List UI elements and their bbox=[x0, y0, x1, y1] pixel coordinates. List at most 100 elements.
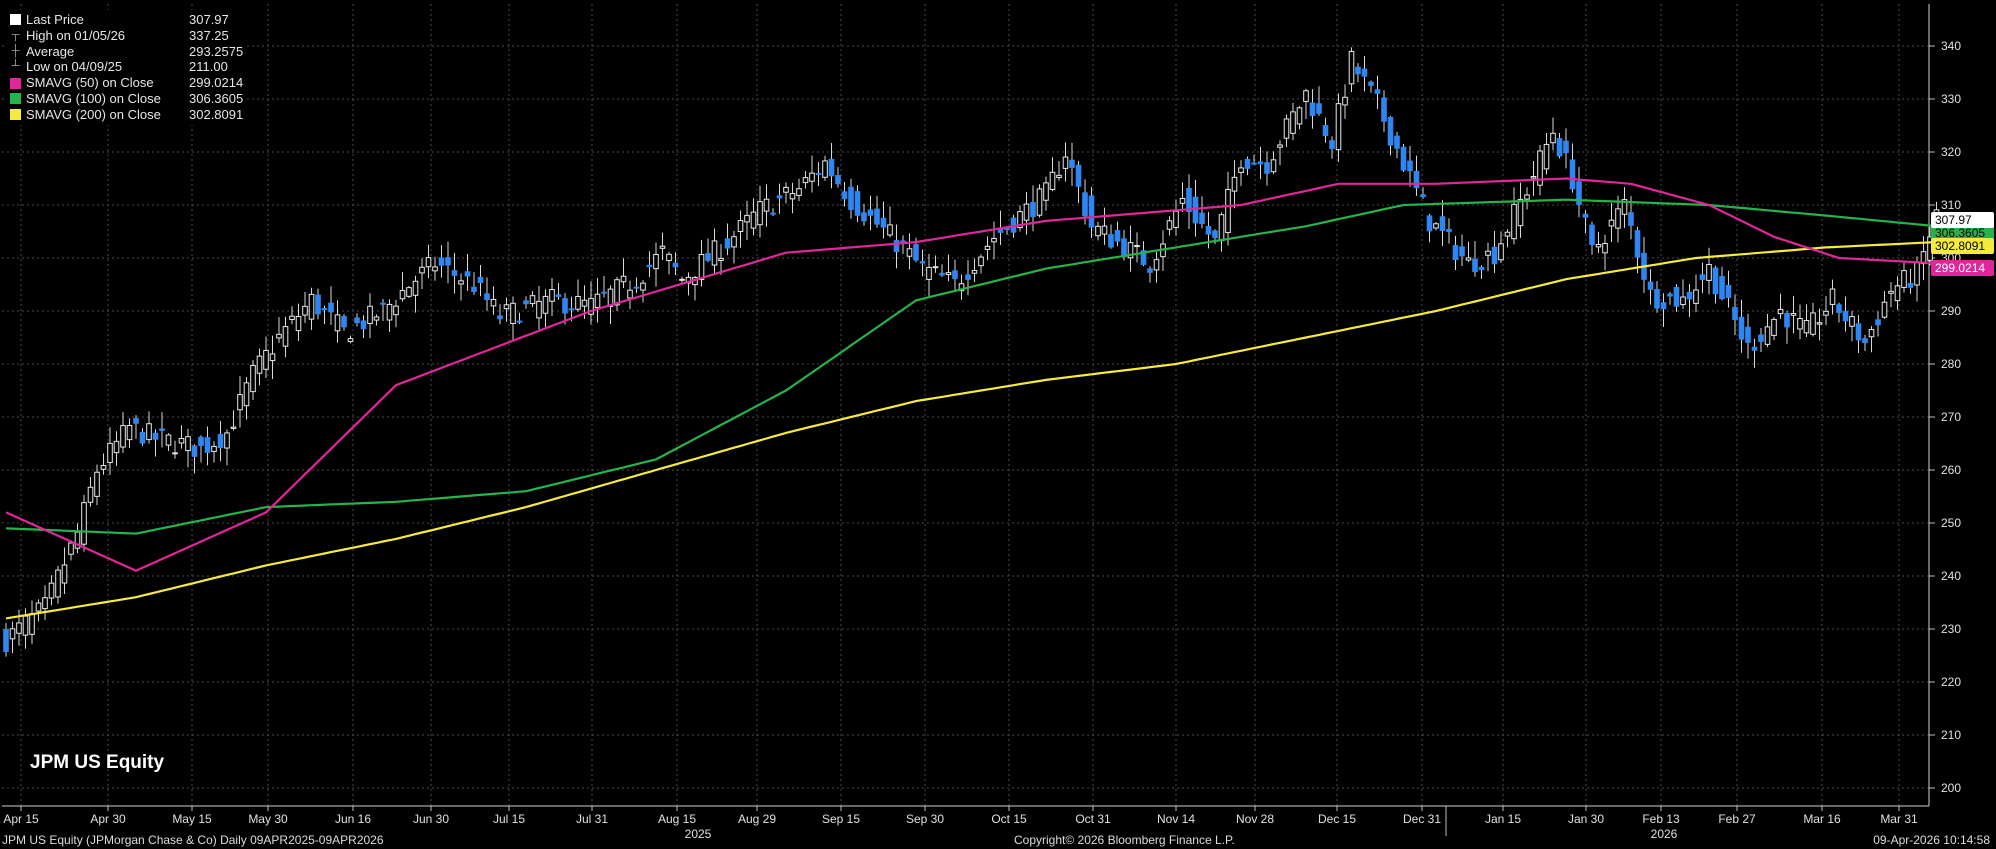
candle-down bbox=[1361, 68, 1368, 77]
candle-up bbox=[1517, 198, 1524, 227]
candle-up bbox=[744, 214, 750, 223]
candle-up bbox=[536, 300, 542, 319]
candle-up bbox=[302, 305, 308, 316]
candle-up bbox=[1608, 219, 1615, 227]
candle-down bbox=[464, 271, 471, 277]
candle-up bbox=[425, 257, 432, 268]
candle-down bbox=[1875, 319, 1881, 326]
candle-up bbox=[594, 293, 601, 308]
candle-up bbox=[412, 280, 419, 296]
candle-up bbox=[737, 220, 744, 232]
candle-up bbox=[458, 280, 464, 285]
candle-down bbox=[1452, 244, 1459, 260]
candle-down bbox=[1446, 228, 1452, 232]
candle-down bbox=[139, 431, 146, 444]
magenta-square-icon bbox=[10, 77, 21, 89]
x-tick-label: Jul 15 bbox=[493, 812, 525, 826]
candle-down bbox=[1725, 284, 1732, 298]
candle-down bbox=[1108, 234, 1114, 248]
legend-item-sma50: SMAVG (50) on Close 299.0214 bbox=[10, 75, 243, 91]
candle-up bbox=[926, 266, 932, 280]
candle-up bbox=[640, 282, 646, 291]
candle-up bbox=[1433, 223, 1439, 229]
candle-up bbox=[1056, 174, 1062, 178]
y-tick-label: 240 bbox=[1941, 569, 1961, 583]
candle-up bbox=[22, 615, 29, 636]
candle-up bbox=[1277, 144, 1283, 148]
candle-up bbox=[1849, 316, 1855, 327]
candle-down bbox=[484, 293, 490, 301]
candle-down bbox=[133, 418, 139, 424]
candle-up bbox=[627, 289, 633, 299]
candle-down bbox=[1413, 170, 1420, 189]
candle-up bbox=[1049, 171, 1056, 190]
candle-down bbox=[1855, 323, 1862, 341]
candle-up bbox=[432, 266, 438, 272]
candle-down bbox=[321, 307, 328, 310]
x-tick-label: May 30 bbox=[248, 812, 288, 826]
candle-down bbox=[217, 433, 224, 449]
x-tick-label: Sep 15 bbox=[822, 812, 860, 826]
candle-down bbox=[1355, 66, 1361, 75]
candle-up bbox=[81, 502, 87, 545]
candle-down bbox=[1472, 258, 1478, 273]
candle-down bbox=[828, 158, 835, 177]
candle-up bbox=[1134, 245, 1140, 248]
candle-down bbox=[562, 298, 568, 314]
candle-down bbox=[1751, 346, 1758, 351]
candle-up bbox=[945, 272, 952, 275]
candle-down bbox=[1732, 307, 1738, 320]
candle-up bbox=[107, 442, 113, 464]
candle-up bbox=[347, 338, 354, 343]
candle-down bbox=[191, 445, 198, 457]
candle-down bbox=[1478, 266, 1485, 271]
y-tick-label: 320 bbox=[1941, 145, 1961, 159]
candle-up bbox=[783, 186, 789, 193]
candle-down bbox=[438, 257, 445, 266]
candle-up bbox=[731, 236, 737, 248]
candle-up bbox=[172, 452, 178, 455]
candle-up bbox=[932, 266, 939, 269]
candle-down bbox=[1862, 338, 1868, 344]
candle-up bbox=[282, 326, 289, 347]
candle-up bbox=[419, 266, 425, 274]
candle-up bbox=[1342, 96, 1348, 106]
candle-up bbox=[1881, 301, 1888, 318]
y-tick-label: 220 bbox=[1941, 675, 1961, 689]
candle-up bbox=[1023, 203, 1030, 221]
candle-down bbox=[1556, 138, 1563, 157]
candle-up bbox=[276, 333, 282, 339]
candle-down bbox=[354, 317, 360, 324]
candle-up bbox=[1706, 263, 1712, 281]
candle-up bbox=[1764, 326, 1771, 345]
candle-up bbox=[9, 628, 16, 640]
year-label: 2025 bbox=[685, 827, 712, 841]
candle-down bbox=[1394, 135, 1400, 149]
candle-down bbox=[965, 274, 971, 280]
candle-up bbox=[1816, 322, 1823, 325]
candle-down bbox=[646, 264, 653, 268]
candle-down bbox=[1589, 224, 1595, 246]
y-tick-label: 310 bbox=[1941, 198, 1961, 212]
candle-down bbox=[1673, 286, 1680, 307]
candle-up bbox=[796, 188, 802, 196]
candle-up bbox=[1153, 259, 1160, 271]
candle-down bbox=[341, 315, 347, 328]
footer-copyright: Copyright© 2026 Bloomberg Finance L.P. bbox=[1014, 833, 1235, 847]
candle-up bbox=[308, 293, 315, 320]
candle-down bbox=[3, 629, 9, 653]
candle-down bbox=[451, 270, 458, 276]
candle-up bbox=[529, 295, 536, 305]
candle-up bbox=[542, 295, 549, 314]
candle-down bbox=[1491, 246, 1498, 265]
candle-down bbox=[1121, 238, 1127, 258]
candle-up bbox=[620, 275, 627, 283]
candle-up bbox=[588, 297, 594, 315]
candle-up bbox=[1511, 203, 1517, 240]
candle-up bbox=[1348, 50, 1355, 85]
candle-down bbox=[1836, 304, 1842, 313]
candle-down bbox=[1205, 226, 1212, 235]
candle-up bbox=[1894, 285, 1901, 302]
axis-tag-label-last: 307.97 bbox=[1935, 213, 1972, 227]
